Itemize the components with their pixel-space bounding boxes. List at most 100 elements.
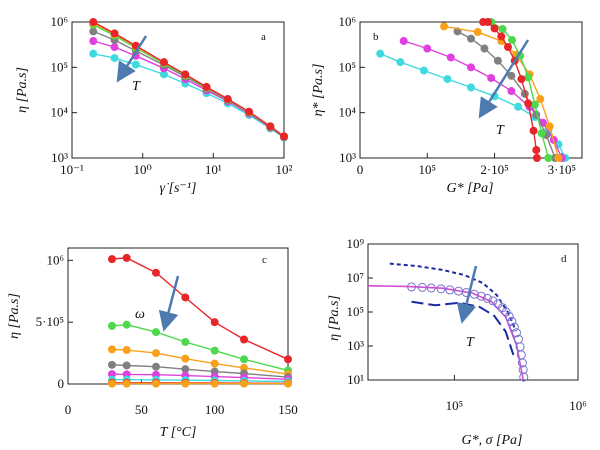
data-point-0-4 [467,83,475,92]
data-point-3-10 [488,296,498,306]
data-point-7-6 [284,379,292,388]
data-point-4-7 [544,154,553,162]
data-point-3-22 [518,365,528,375]
trend-arrow-label: T [466,335,475,350]
data-point-3-8 [476,291,486,301]
data-point-0-3 [159,58,168,67]
data-point-4-1 [498,25,507,34]
data-point-7-3 [181,379,190,388]
data-point-0-6 [284,355,292,364]
data-point-5-6 [517,75,526,84]
data-point-2-2 [480,44,489,53]
data-point-3-7 [554,154,563,162]
y-tick-label: 0 [58,376,65,391]
data-point-0-1 [110,29,119,38]
x-tick-label: 10⁵ [446,398,464,413]
x-tick-label: 50 [135,402,148,417]
data-point-0-2 [152,268,160,277]
y-tick-label: 10⁹ [346,236,364,251]
data-point-0-8 [266,122,275,131]
data-point-5-9 [532,146,541,155]
data-point-1-3 [181,337,190,346]
data-point-0-3 [443,75,452,84]
panel-letter: a [261,31,266,43]
data-point-4-1 [110,43,119,52]
x-axis-label: γ̇ [s⁻¹] [160,181,197,196]
trend-arrow [158,275,180,332]
y-tick-label: 10⁶ [338,14,356,29]
data-point-1-1 [423,44,432,53]
data-point-5-7 [524,99,533,108]
plot-frame [359,21,583,159]
series-line-3 [443,25,560,159]
data-point-3-3 [181,365,190,374]
data-point-5-3 [159,70,168,79]
panel-d: 10⁵ 10⁶ 10¹ 10³ 10⁵ 10⁷ 10⁹ d T G*, σ [Pa] η [Pa.s… [327,236,587,448]
data-point-4-0 [89,37,98,46]
series-line-0 [92,21,285,137]
data-point-0-4 [181,70,190,79]
trend-arrow [478,39,530,119]
x-axis-label: G*, σ [Pa] [462,433,523,448]
x-axis-label: G* [Pa] [446,181,493,196]
data-point-5-3 [497,32,506,41]
y-axis-label: η* [Pa.s] [311,64,326,117]
data-point-0-4 [210,318,219,327]
data-point-3-14 [504,311,514,321]
y-tick-label: 10³ [347,338,364,353]
y-tick-label: 10⁷ [346,270,364,285]
y-tick-label: 10⁴ [50,105,68,120]
y-axis-label: η [Pa.s] [15,67,30,113]
series-line-5 [93,53,285,139]
data-point-4-4 [524,73,533,82]
data-point-3-3 [436,284,446,294]
data-point-4-2 [508,36,517,45]
y-axis-label: η [Pa.s] [327,295,342,341]
y-tick-label: 10¹ [347,372,364,387]
data-point-4-5 [530,100,539,109]
data-point-7-2 [152,379,160,388]
x-tick-label: 3·10⁵ [548,162,576,177]
data-point-5-1 [110,54,119,63]
data-point-0-1 [396,58,405,67]
data-point-3-9 [482,293,492,303]
data-point-3-2 [426,283,436,293]
y-tick-label: 5·10⁵ [36,314,64,329]
panel-letter: d [561,253,567,265]
series-line-5 [112,379,289,383]
y-tick-label: 10⁵ [50,59,68,74]
x-tick-label: 10² [276,162,293,177]
data-point-3-23 [519,372,529,382]
data-point-7-5 [240,379,248,388]
data-point-0-2 [419,66,428,75]
series-line-1 [411,300,515,356]
x-tick-label: 10⁻¹ [60,162,84,177]
data-point-2-5 [240,363,248,372]
data-point-1-1 [122,320,131,329]
trend-arrow-label: T [496,123,505,138]
data-point-1-0 [108,321,116,330]
data-point-3-1 [122,361,131,370]
plot-frame [71,21,285,159]
data-point-2-0 [108,345,116,354]
trend-arrow-label: T [132,79,141,94]
data-point-0-0 [108,255,116,264]
y-tick-label: 10³ [51,150,68,165]
data-point-3-7 [469,289,479,299]
data-point-1-2 [152,328,160,337]
data-point-5-1 [483,18,492,26]
data-point-3-21 [517,358,527,368]
data-point-5-2 [490,24,499,33]
data-point-4-6 [537,129,546,138]
data-point-2-1 [122,346,131,354]
x-axis-label: T [°C] [160,425,197,440]
data-point-1-2 [446,53,455,62]
x-tick-label: 10⁶ [569,398,587,413]
data-point-7-1 [122,379,131,388]
data-point-5-10 [532,154,541,162]
data-point-0-1 [122,253,131,262]
data-point-1-0 [399,37,408,46]
y-tick-label: 10³ [339,150,356,165]
data-point-0-6 [223,95,232,104]
panel-letter: c [262,254,267,266]
